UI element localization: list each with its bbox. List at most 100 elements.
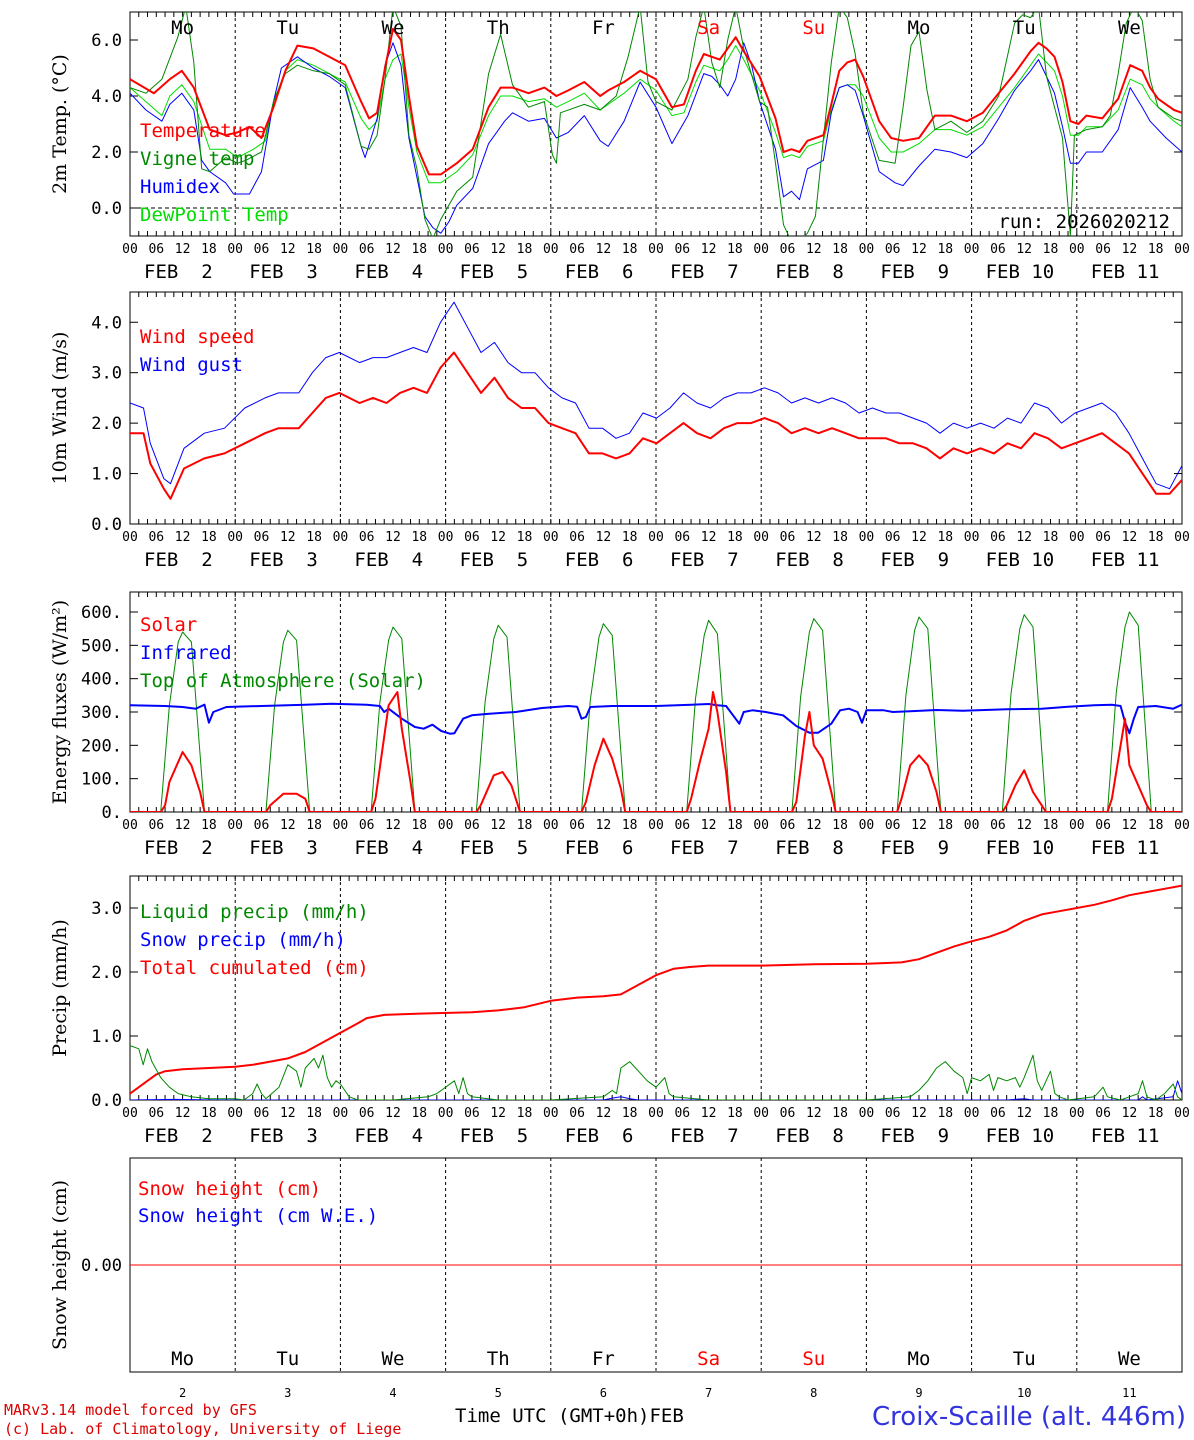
x-tick-label: 00 xyxy=(543,242,559,257)
y-tick-label: 1.0 xyxy=(91,1027,122,1047)
legend-snow-height-cm-: Snow height (cm) xyxy=(138,1178,321,1200)
y-tick-label: 400. xyxy=(81,670,122,690)
x-tick-label: 18 xyxy=(832,530,848,545)
x-tick-label: 00 xyxy=(859,530,875,545)
lab-credit: (c) Lab. of Climatology, University of L… xyxy=(4,1420,402,1438)
x-tick-label: 12 xyxy=(806,530,822,545)
x-tick-label: 00 xyxy=(122,530,138,545)
date-label: FEB 11 xyxy=(1091,261,1160,283)
x-tick-label: 00 xyxy=(859,818,875,833)
date-label: FEB 5 xyxy=(460,1125,529,1147)
x-axis-title-right: FEB xyxy=(649,1405,684,1427)
x-tick-label: 12 xyxy=(280,242,296,257)
x-tick-label: 18 xyxy=(201,818,217,833)
x-tick-label: 00 xyxy=(122,242,138,257)
date-label: FEB 11 xyxy=(1091,549,1160,571)
x-tick-label: 12 xyxy=(1122,530,1138,545)
weekday-label: Fr xyxy=(592,17,615,39)
weekday-label: Su xyxy=(802,1348,825,1370)
x-tick-label: 18 xyxy=(306,818,322,833)
date-label: FEB 4 xyxy=(354,549,423,571)
x-tick-label: 06 xyxy=(359,242,375,257)
x-tick-label: 06 xyxy=(885,242,901,257)
x-tick-label: 00 xyxy=(859,1106,875,1121)
x-tick-label: 12 xyxy=(280,530,296,545)
date-label: FEB 6 xyxy=(565,1125,634,1147)
x-tick-label: 18 xyxy=(1043,1106,1059,1121)
x-tick-label: 12 xyxy=(1016,530,1032,545)
date-label: FEB 7 xyxy=(670,837,739,859)
date-label: FEB 9 xyxy=(880,261,949,283)
x-axis-title: Time UTC (GMT+0h)FEB xyxy=(455,1405,684,1427)
x-tick-label: 18 xyxy=(1043,242,1059,257)
day-number-label: 9 xyxy=(915,1386,922,1400)
x-tick-label: 18 xyxy=(1043,818,1059,833)
x-tick-label: 18 xyxy=(727,530,743,545)
x-tick-label: 00 xyxy=(1174,242,1190,257)
date-label: FEB 10 xyxy=(986,261,1055,283)
day-number-label: 3 xyxy=(284,1386,291,1400)
y-tick-label: 1.0 xyxy=(91,465,122,485)
x-tick-label: 00 xyxy=(333,1106,349,1121)
x-tick-label: 00 xyxy=(648,242,664,257)
x-tick-label: 00 xyxy=(1069,530,1085,545)
x-tick-label: 06 xyxy=(990,242,1006,257)
day-number-label: 8 xyxy=(810,1386,817,1400)
weekday-label: Sa xyxy=(697,17,720,39)
x-tick-label: 18 xyxy=(937,818,953,833)
weekday-label: We xyxy=(1118,17,1141,39)
x-tick-label: 18 xyxy=(1043,530,1059,545)
x-tick-label: 12 xyxy=(280,1106,296,1121)
x-tick-label: 00 xyxy=(227,530,243,545)
x-tick-label: 18 xyxy=(201,1106,217,1121)
x-tick-label: 12 xyxy=(490,1106,506,1121)
x-tick-label: 12 xyxy=(911,530,927,545)
x-tick-label: 18 xyxy=(1148,1106,1164,1121)
x-tick-label: 18 xyxy=(201,530,217,545)
date-label: FEB 8 xyxy=(775,261,844,283)
x-tick-label: 00 xyxy=(438,818,454,833)
legend-solar: Solar xyxy=(140,614,197,636)
x-tick-label: 06 xyxy=(1095,818,1111,833)
x-tick-label: 06 xyxy=(1095,242,1111,257)
y-tick-label: 0.0 xyxy=(91,199,122,219)
y-axis-label-energy: Energy fluxes (W/m²) xyxy=(49,600,71,804)
x-tick-label: 18 xyxy=(1148,242,1164,257)
x-tick-label: 12 xyxy=(1122,242,1138,257)
y-axis-label-temp: 2m Temp. (°C) xyxy=(49,54,71,194)
y-tick-label: 0.00 xyxy=(81,1256,122,1276)
x-tick-label: 12 xyxy=(596,242,612,257)
x-tick-label: 18 xyxy=(306,1106,322,1121)
series-wind-speed xyxy=(130,351,1182,500)
date-label: FEB 5 xyxy=(460,261,529,283)
x-tick-label: 18 xyxy=(622,818,638,833)
x-tick-label: 06 xyxy=(1095,1106,1111,1121)
x-tick-label: 06 xyxy=(674,242,690,257)
x-tick-label: 12 xyxy=(1016,242,1032,257)
weekday-label: Tu xyxy=(1013,1348,1036,1370)
x-tick-label: 12 xyxy=(701,242,717,257)
y-tick-label: 0. xyxy=(102,803,122,823)
date-label: FEB 7 xyxy=(670,261,739,283)
x-tick-label: 18 xyxy=(1148,818,1164,833)
date-label: FEB 6 xyxy=(565,837,634,859)
x-tick-label: 18 xyxy=(517,818,533,833)
x-tick-label: 06 xyxy=(464,1106,480,1121)
x-tick-label: 06 xyxy=(780,242,796,257)
date-label: FEB 4 xyxy=(354,1125,423,1147)
weekday-label: Th xyxy=(487,17,510,39)
x-tick-label: 00 xyxy=(1069,242,1085,257)
x-tick-label: 00 xyxy=(333,530,349,545)
x-tick-label: 06 xyxy=(464,242,480,257)
weekday-label: Fr xyxy=(592,1348,615,1370)
y-tick-label: 6.0 xyxy=(91,31,122,51)
legend-infrared: Infrared xyxy=(140,642,232,664)
legend-wind-speed: Wind speed xyxy=(140,326,254,348)
x-tick-label: 00 xyxy=(227,818,243,833)
date-label: FEB 8 xyxy=(775,837,844,859)
weekday-label: Mo xyxy=(171,1348,194,1370)
date-label: FEB 2 xyxy=(144,1125,213,1147)
x-tick-label: 06 xyxy=(885,818,901,833)
weekday-label: Th xyxy=(487,1348,510,1370)
